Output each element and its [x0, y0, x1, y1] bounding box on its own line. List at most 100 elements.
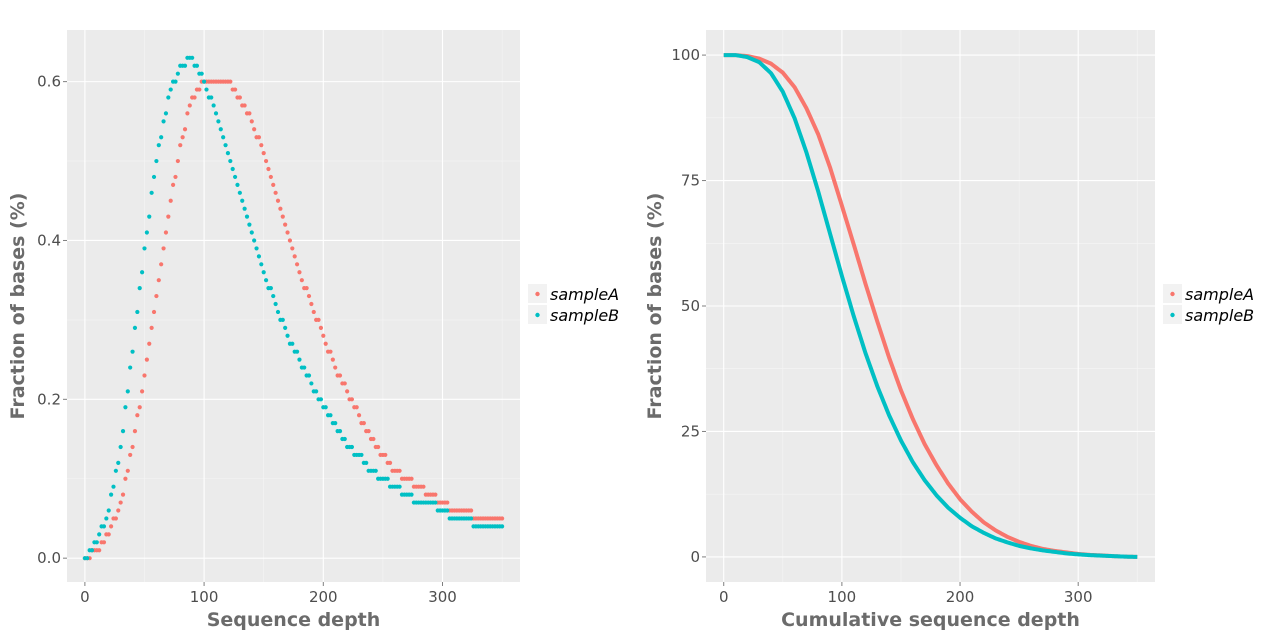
data-point — [285, 230, 290, 235]
data-point — [168, 87, 173, 92]
data-point — [247, 111, 252, 116]
legend-marker — [535, 312, 540, 318]
data-point — [318, 325, 324, 330]
data-point — [294, 262, 300, 267]
x-tick-label: 0 — [80, 588, 90, 606]
data-point — [333, 421, 338, 426]
legend-marker — [1170, 312, 1175, 318]
data-point — [263, 158, 269, 164]
data-point — [283, 222, 288, 227]
y-tick-label: 0.6 — [37, 73, 61, 91]
data-point — [151, 309, 157, 315]
data-point — [397, 484, 402, 489]
data-point — [328, 349, 333, 354]
data-point — [166, 95, 171, 100]
data-point — [185, 111, 190, 116]
data-point — [433, 492, 438, 497]
data-point — [469, 508, 474, 513]
data-point — [256, 135, 262, 140]
data-point — [323, 405, 328, 410]
y-axis-title: Fraction of bases (%) — [7, 193, 29, 420]
x-tick-label: 200 — [946, 588, 975, 606]
data-point — [445, 508, 450, 513]
data-point — [268, 174, 273, 180]
data-point — [261, 270, 266, 275]
data-point — [387, 460, 393, 465]
data-point — [120, 492, 126, 497]
data-point — [316, 317, 321, 322]
x-tick-label: 100 — [828, 588, 857, 606]
data-point — [297, 270, 302, 275]
data-point — [409, 476, 414, 481]
data-point — [361, 421, 366, 426]
data-point — [125, 468, 130, 473]
data-point — [290, 341, 295, 346]
data-point — [271, 182, 276, 187]
data-point — [175, 71, 180, 76]
data-point — [385, 476, 390, 481]
data-point — [232, 174, 238, 180]
data-point — [97, 548, 102, 553]
y-tick-label: 100 — [671, 46, 700, 64]
data-point — [204, 87, 209, 92]
tick-labels: 0 100 200 300 0.0 0.2 0.4 0.6 — [37, 73, 457, 606]
data-point — [137, 286, 142, 291]
legend-marker — [1170, 291, 1175, 297]
data-point — [271, 293, 276, 299]
data-point — [235, 182, 240, 187]
data-point — [128, 365, 133, 370]
y-tick-label: 75 — [681, 172, 700, 190]
y-tick-label: 25 — [681, 422, 700, 440]
data-point — [337, 428, 343, 434]
data-point — [154, 293, 159, 299]
data-point — [135, 413, 140, 418]
data-point — [109, 524, 114, 529]
data-point — [280, 214, 285, 219]
data-point — [318, 397, 324, 402]
plot-panel-background — [67, 30, 520, 582]
x-tick-label: 300 — [1064, 588, 1093, 606]
data-point — [132, 325, 138, 330]
data-point — [261, 151, 266, 156]
data-point — [371, 436, 376, 442]
data-point — [311, 309, 316, 315]
data-point — [397, 468, 402, 473]
data-point — [309, 301, 314, 307]
gridlines — [706, 30, 1155, 582]
data-point — [113, 468, 118, 473]
data-point — [254, 246, 259, 251]
data-point — [285, 333, 290, 338]
data-point — [232, 87, 238, 92]
y-tick-label: 50 — [681, 297, 700, 315]
data-point — [433, 500, 438, 505]
data-point — [244, 214, 250, 219]
legend: sampleA sampleB — [1163, 284, 1254, 325]
data-point — [290, 246, 295, 251]
data-point — [302, 365, 307, 370]
data-point — [104, 516, 109, 521]
data-point — [109, 492, 114, 497]
data-point — [187, 103, 192, 108]
data-point — [421, 484, 426, 489]
data-point — [113, 516, 118, 521]
data-point — [306, 373, 312, 378]
data-point — [116, 508, 121, 513]
data-point — [118, 444, 123, 450]
data-point — [237, 190, 242, 195]
data-point — [314, 389, 319, 394]
data-point — [275, 198, 281, 203]
data-point — [500, 524, 505, 529]
data-point — [247, 222, 252, 227]
data-point — [228, 79, 233, 84]
data-point — [225, 151, 231, 156]
data-point — [135, 309, 140, 315]
data-point — [342, 436, 347, 442]
y-tick-label: 0 — [690, 548, 700, 566]
data-point — [323, 341, 328, 346]
data-point — [211, 103, 216, 108]
data-point — [156, 278, 161, 283]
data-point — [376, 444, 381, 450]
data-point — [278, 206, 283, 211]
data-point — [292, 254, 297, 259]
